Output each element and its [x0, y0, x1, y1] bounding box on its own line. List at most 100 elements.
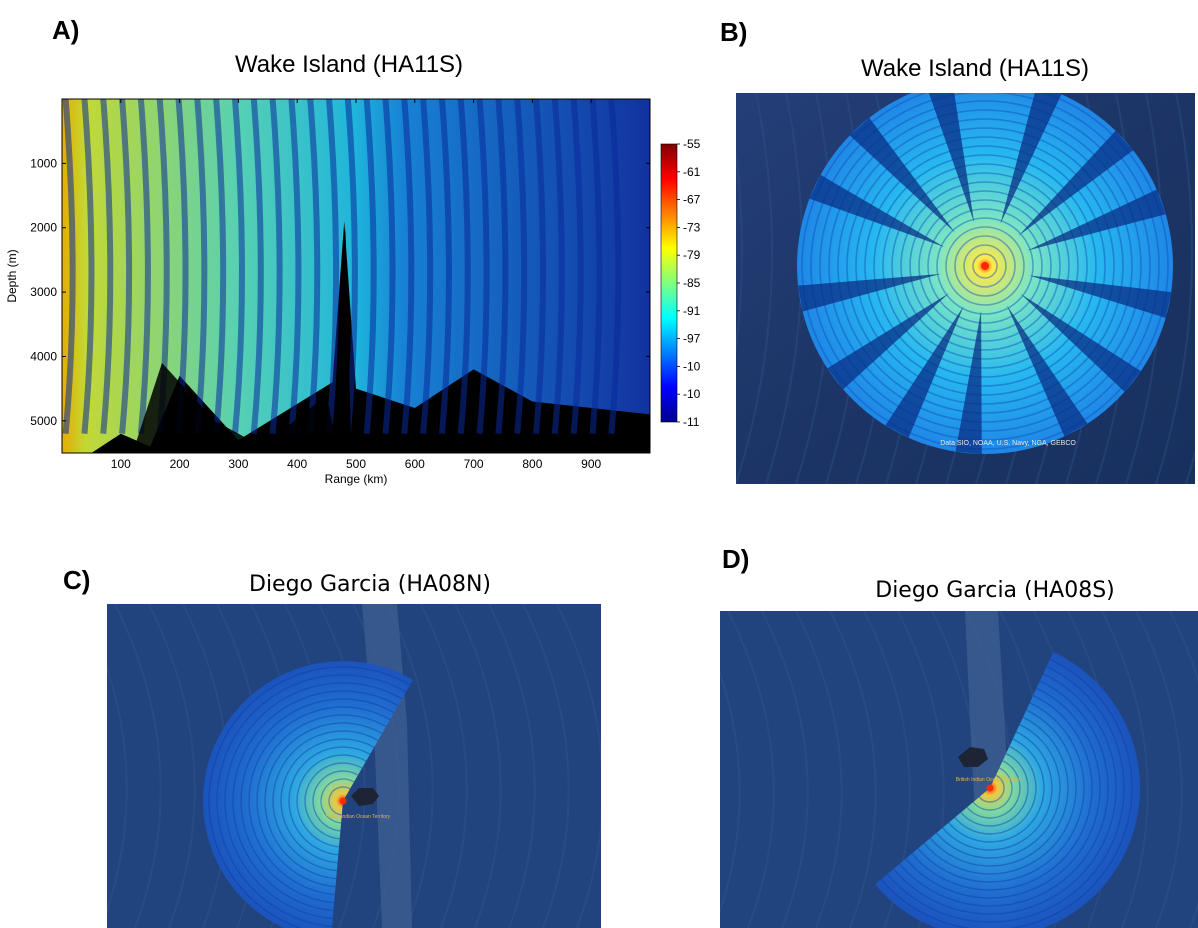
panel-b-ring — [945, 226, 1025, 306]
panel-a-bottom-void — [132, 362, 339, 453]
panel-b-shadow-wedge — [955, 310, 982, 454]
panel-a-chart: 100 200 300 400 500 600 700 800 900 1000 2000 3000 4… — [5, 98, 700, 486]
x-tick-label: 500 — [346, 457, 366, 471]
panel-c-island — [351, 788, 379, 806]
x-tick-label: 900 — [581, 457, 601, 471]
panel-c-seafloor-ridge — [556, 604, 601, 928]
panel-d-seafloor-ridge — [1101, 611, 1149, 928]
panel-c-seafloor-ridge — [148, 604, 196, 928]
panel-b-shadow-wedge — [809, 174, 945, 247]
y-axis-label: Depth (m) — [5, 249, 19, 302]
panel-d-seafloor-ridge — [829, 611, 877, 928]
panel-c-ring — [240, 698, 395, 904]
panel-c-map: British Indian Ocean Territory — [107, 604, 601, 928]
panel-d-seafloor-ridge — [727, 611, 775, 928]
colorbar — [660, 143, 678, 423]
x-axis-label: Range (km) — [325, 472, 388, 486]
panel-c-ring — [248, 706, 391, 896]
panel-a-ripple — [213, 99, 227, 434]
panel-c-seafloor-ridge — [420, 604, 468, 928]
panel-a-ripple — [401, 99, 415, 434]
panel-d-seafloor-ridge — [761, 611, 809, 928]
panel-d-ring — [880, 658, 1133, 928]
panel-b-ring — [801, 93, 1169, 450]
panel-a-ripple — [307, 99, 321, 434]
panel-d-seafloor-ridge — [720, 670, 741, 915]
panel-b-ring — [810, 93, 1160, 441]
panel-c-seafloor-ridge — [488, 604, 536, 928]
panel-a-ripple — [363, 99, 377, 434]
panel-c-ring — [224, 682, 403, 920]
y-tick-label: 1000 — [30, 156, 57, 170]
panel-d-ring — [941, 731, 1053, 851]
panel-c-ring — [256, 714, 387, 888]
panel-b-seafloor-ridge — [1155, 93, 1193, 484]
panel-b-source — [981, 262, 989, 270]
colorbar-tick-label: -79 — [683, 248, 700, 262]
panel-a-ripple — [231, 99, 245, 434]
colorbar-tick-label: -55 — [683, 137, 700, 151]
panel-a-ripple — [382, 99, 396, 434]
colorbar-tick-label: -103 — [683, 359, 700, 373]
panel-b-shadow-wedge — [849, 117, 955, 233]
panel-b-shadow-wedge — [827, 293, 950, 390]
panel-d-ring — [978, 774, 1005, 803]
x-tick-label: 200 — [170, 457, 190, 471]
panel-b-ring — [954, 235, 1016, 297]
x-tick-label: 600 — [405, 457, 425, 471]
panel-a-seamount-shadow — [332, 227, 352, 453]
panel-d-ring — [899, 680, 1109, 907]
panel-a-ripple — [62, 99, 76, 434]
panel-c-ring — [320, 778, 355, 824]
colorbar-tick-label: -97 — [683, 332, 700, 346]
x-tick-label: 400 — [287, 457, 307, 471]
panel-b-shadow-wedge — [1000, 93, 1062, 224]
panel-a-ripple — [194, 99, 208, 434]
panel-d-seafloor-ridge — [1135, 611, 1183, 928]
panel-c-source — [339, 797, 347, 805]
panel-b-ring — [828, 109, 1142, 423]
panel-b-map: Data SIO, NOAA, U.S. Navy, NGA, GEBCO — [736, 93, 1195, 484]
panel-a-ripple — [100, 99, 114, 434]
panel-c-ring — [216, 674, 407, 928]
panel-d-ring — [948, 738, 1045, 843]
panel-a-ripple — [326, 99, 340, 434]
x-tick-label: 700 — [464, 457, 484, 471]
x-tick-label: 300 — [228, 457, 248, 471]
panel-b-credit: Data SIO, NOAA, U.S. Navy, NGA, GEBCO — [940, 440, 1076, 447]
panel-a-ripple — [457, 99, 471, 434]
panel-d-source — [986, 784, 994, 792]
panel-c-seafloor-ridge — [114, 604, 162, 928]
panel-d-island — [958, 747, 988, 767]
x-tick-label: 100 — [111, 457, 131, 471]
panel-d-ring — [929, 716, 1069, 867]
panel-b-shadow-wedge — [928, 93, 975, 223]
colorbar-tick-label: -73 — [683, 220, 700, 234]
panel-d-ring — [954, 745, 1037, 835]
panel-b-shadow-wedge — [798, 273, 941, 312]
panel-c-ring — [280, 738, 375, 864]
y-tick-label: 3000 — [30, 285, 57, 299]
panel-b-ring — [918, 199, 1052, 333]
panel-c-ring — [232, 690, 399, 912]
y-tick-label: 5000 — [30, 414, 57, 428]
colorbar-tick-label: -61 — [683, 165, 700, 179]
panel-c-seafloor-ridge — [107, 664, 128, 914]
panel-d-ring — [966, 760, 1021, 819]
panel-d-ring — [892, 673, 1117, 915]
panel-b-shadow-wedge — [1027, 189, 1166, 251]
panel-b-shadow-wedge — [1006, 305, 1088, 437]
panel-d-map: British Indian Ocean Territory — [720, 611, 1198, 928]
panel-a-ripple — [533, 99, 547, 434]
panel-a-title: Wake Island (HA11S) — [234, 51, 464, 78]
panel-b-title: Wake Island (HA11S) — [860, 55, 1090, 82]
panel-a-ripple — [288, 99, 302, 434]
panel-b-seafloor-ridge — [736, 93, 773, 484]
panel-c-ring — [264, 722, 383, 880]
panel-a-ripple — [269, 99, 283, 434]
panel-a-ripple — [551, 99, 565, 434]
panel-d-place-label: British Indian Ocean Territory — [956, 777, 1021, 783]
panel-d-title: Diego Garcia (HA08S) — [875, 578, 1115, 603]
panel-c-ring — [312, 770, 359, 832]
panel-b-ring — [819, 100, 1151, 432]
